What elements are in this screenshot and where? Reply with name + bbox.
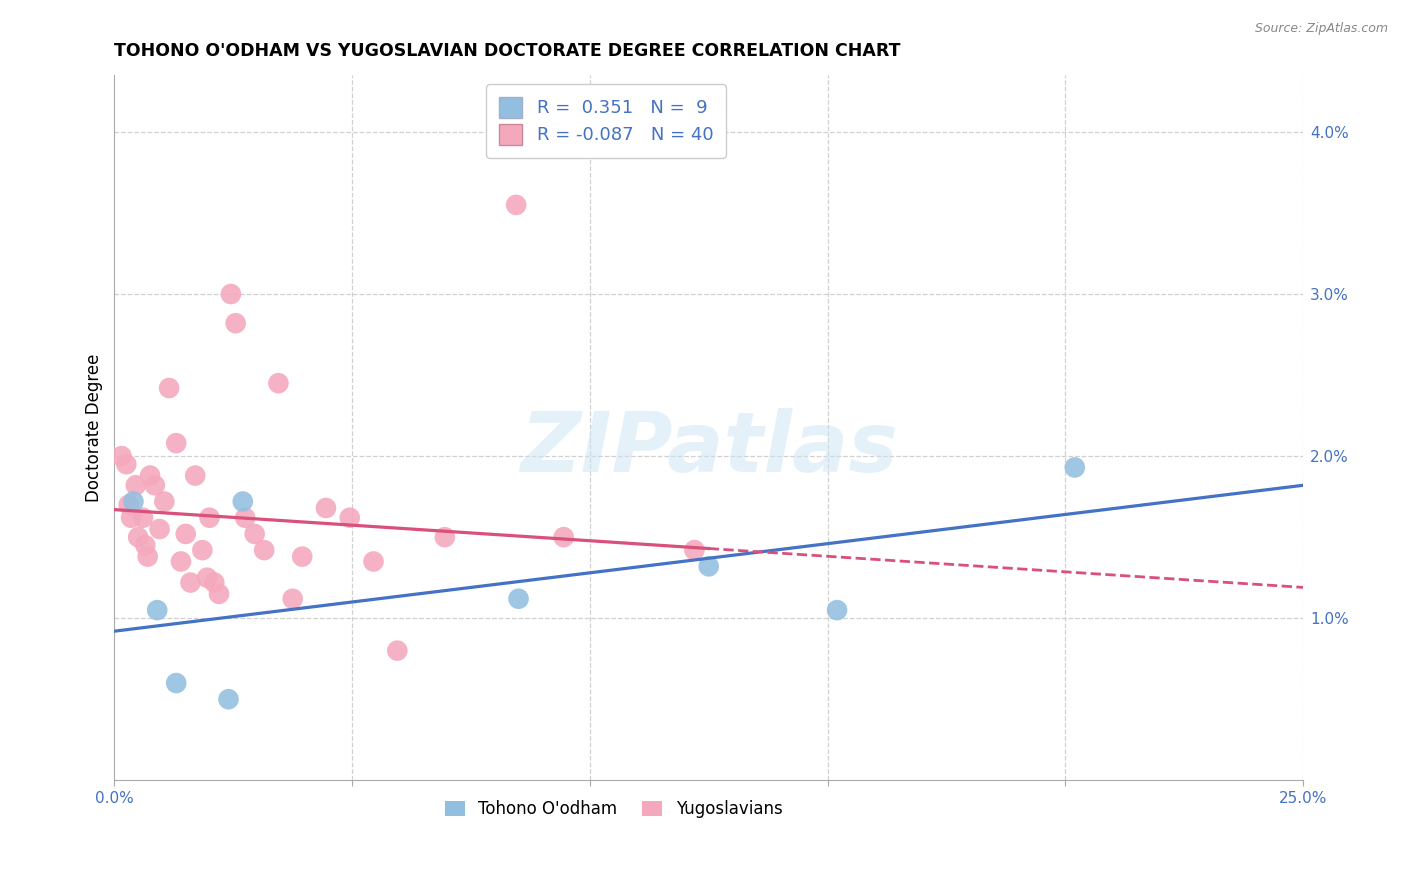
Point	[174, 527, 197, 541]
Point	[291, 549, 314, 564]
Point	[218, 692, 240, 706]
Point	[198, 510, 221, 524]
Point	[553, 530, 575, 544]
Point	[146, 603, 169, 617]
Point	[232, 494, 254, 508]
Point	[122, 494, 145, 508]
Point	[195, 571, 218, 585]
Point	[253, 543, 276, 558]
Point	[433, 530, 456, 544]
Point	[143, 478, 166, 492]
Point	[697, 559, 720, 574]
Point	[110, 449, 132, 463]
Point	[315, 500, 337, 515]
Text: TOHONO O'ODHAM VS YUGOSLAVIAN DOCTORATE DEGREE CORRELATION CHART: TOHONO O'ODHAM VS YUGOSLAVIAN DOCTORATE …	[114, 42, 901, 60]
Text: Source: ZipAtlas.com: Source: ZipAtlas.com	[1254, 22, 1388, 36]
Point	[243, 527, 266, 541]
Point	[363, 554, 385, 568]
Point	[339, 510, 361, 524]
Legend: Tohono O'odham, Yugoslavians: Tohono O'odham, Yugoslavians	[439, 794, 789, 825]
Point	[683, 543, 706, 558]
Point	[208, 587, 231, 601]
Point	[157, 381, 180, 395]
Text: ZIPatlas: ZIPatlas	[520, 409, 897, 490]
Point	[148, 522, 170, 536]
Point	[115, 457, 138, 471]
Point	[127, 530, 149, 544]
Point	[225, 316, 247, 330]
Point	[125, 478, 148, 492]
Point	[120, 510, 142, 524]
Point	[139, 468, 162, 483]
Point	[281, 591, 304, 606]
Point	[165, 676, 187, 690]
Point	[387, 643, 409, 657]
Point	[505, 198, 527, 212]
Point	[170, 554, 193, 568]
Point	[508, 591, 530, 606]
Point	[219, 287, 242, 301]
Point	[1063, 460, 1085, 475]
Point	[132, 510, 155, 524]
Point	[191, 543, 214, 558]
Point	[267, 376, 290, 391]
Point	[233, 510, 256, 524]
Y-axis label: Doctorate Degree: Doctorate Degree	[86, 353, 103, 502]
Point	[184, 468, 207, 483]
Point	[134, 538, 156, 552]
Point	[165, 436, 187, 450]
Point	[825, 603, 848, 617]
Point	[202, 575, 225, 590]
Point	[179, 575, 201, 590]
Point	[153, 494, 176, 508]
Point	[136, 549, 159, 564]
Point	[118, 498, 141, 512]
